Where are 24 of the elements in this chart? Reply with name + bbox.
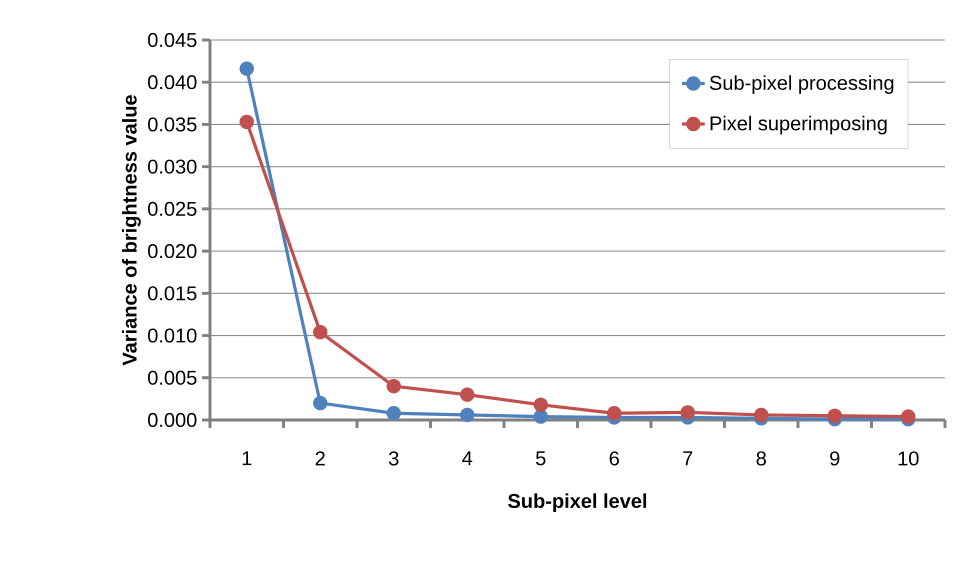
x-tick-label: 3 xyxy=(388,451,398,466)
y-tick-label: 0.000 xyxy=(148,412,196,428)
x-axis-title: Sub-pixel level xyxy=(508,493,646,512)
x-tick-label: 2 xyxy=(316,451,325,466)
x-tick-label: 6 xyxy=(610,451,619,466)
x-tick-label: 7 xyxy=(683,451,692,466)
y-tick-label: 0.025 xyxy=(148,202,196,216)
y-axis-title: Variance of brightness value xyxy=(122,95,141,366)
x-tick-label: 4 xyxy=(462,451,472,466)
legend-label: Sub-pixel processing xyxy=(710,75,894,94)
y-tick-label: 0.030 xyxy=(148,160,196,174)
y-tick-label: 0.015 xyxy=(148,286,196,300)
x-tick-label: 10 xyxy=(898,451,919,466)
y-tick-label: 0.035 xyxy=(148,117,196,132)
y-tick-label: 0.010 xyxy=(148,328,196,343)
x-tick-label: 5 xyxy=(536,451,546,466)
x-tick-label: 1 xyxy=(242,451,252,466)
x-tick-label: 9 xyxy=(830,451,840,466)
y-tick-label: 0.005 xyxy=(148,370,196,385)
legend-label: Pixel superimposing xyxy=(710,116,887,134)
x-tick-label: 8 xyxy=(756,451,766,466)
y-tick-label: 0.020 xyxy=(148,244,196,258)
y-tick-label: 0.040 xyxy=(148,75,196,90)
y-tick-label: 0.045 xyxy=(148,32,196,48)
